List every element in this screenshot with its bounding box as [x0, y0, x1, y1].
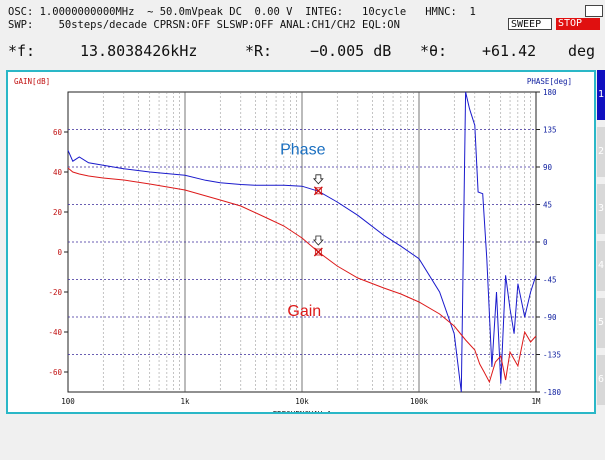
hmnc-indicator [585, 5, 603, 17]
f-readout-value: 13.8038426kHz [80, 42, 198, 60]
frequency-tick-label: 100 [61, 397, 75, 406]
frequency-axis-title: FREQUENCY[Hz] [273, 410, 332, 412]
frequency-tick-label: 10k [295, 397, 309, 406]
phase-tick-label: 0 [543, 238, 548, 247]
gain-annotation: Gain [287, 303, 321, 320]
series-line-left [67, 167, 537, 384]
theta-readout-label: *θ: [420, 42, 448, 60]
r-readout-value: −0.005 dB [310, 42, 392, 60]
theta-readout-value: +61.42 [482, 42, 537, 60]
gain-tick-label: 0 [57, 248, 62, 257]
bode-plot-panel[interactable]: 60 40 20 0 -20 -40 -60 180 135 90 45 0 -45 -90 -135 -18… [6, 70, 596, 414]
sidebar-tab-5[interactable]: 5 [597, 298, 605, 348]
bode-plot: 60 40 20 0 -20 -40 -60 180 135 90 45 0 -45 -90 -135 -18… [14, 77, 572, 412]
sweep-button[interactable]: SWEEP [508, 18, 552, 30]
phase-axis-title: PHASE[deg] [527, 77, 572, 86]
theta-readout-unit: deg [568, 42, 596, 60]
marker-arrow-icon [312, 174, 324, 185]
sidebar-tab-4[interactable]: 4 [597, 241, 605, 291]
gain-tick-label: 60 [53, 128, 63, 137]
osc-status-line: OSC: 1.0000000000MHz ∼ 50.0mVpeak DC 0.0… [8, 6, 476, 18]
gain-tick-label: -60 [48, 368, 62, 377]
gain-tick-label: -40 [48, 328, 62, 337]
phase-tick-label: 180 [543, 88, 557, 97]
stop-button[interactable]: STOP [556, 18, 600, 30]
gain-tick-label: 20 [53, 208, 63, 217]
sidebar-tab-3[interactable]: 3 [597, 184, 605, 234]
series-line-right [67, 91, 537, 393]
sweep-status-line: SWP: 50steps/decade CPRSN:OFF SLSWP:OFF … [8, 19, 400, 31]
phase-tick-label: -135 [543, 351, 561, 360]
sidebar-tab-2[interactable]: 2 [597, 127, 605, 177]
frequency-tick-label: 1M [531, 397, 541, 406]
phase-tick-label: 90 [543, 163, 553, 172]
r-readout-label: *R: [245, 42, 273, 60]
phase-tick-label: 45 [543, 201, 552, 210]
marker-arrow-icon [312, 235, 324, 246]
phase-tick-label: 135 [543, 126, 557, 135]
marker-box [314, 248, 322, 256]
phase-tick-label: -180 [543, 388, 562, 397]
gain-tick-label: 40 [53, 168, 63, 177]
marker-box [314, 187, 322, 195]
frequency-tick-label: 1k [180, 397, 190, 406]
gain-tick-label: -20 [48, 288, 62, 297]
sidebar-tab-1[interactable]: 1 [597, 70, 605, 120]
phase-tick-label: -90 [543, 313, 557, 322]
phase-annotation: Phase [280, 142, 325, 159]
phase-tick-label: -45 [543, 276, 557, 285]
gain-axis-title: GAIN[dB] [14, 77, 50, 86]
sidebar-tab-6[interactable]: 6 [597, 355, 605, 405]
f-readout-label: *f: [8, 42, 36, 60]
frequency-tick-label: 100k [410, 397, 429, 406]
